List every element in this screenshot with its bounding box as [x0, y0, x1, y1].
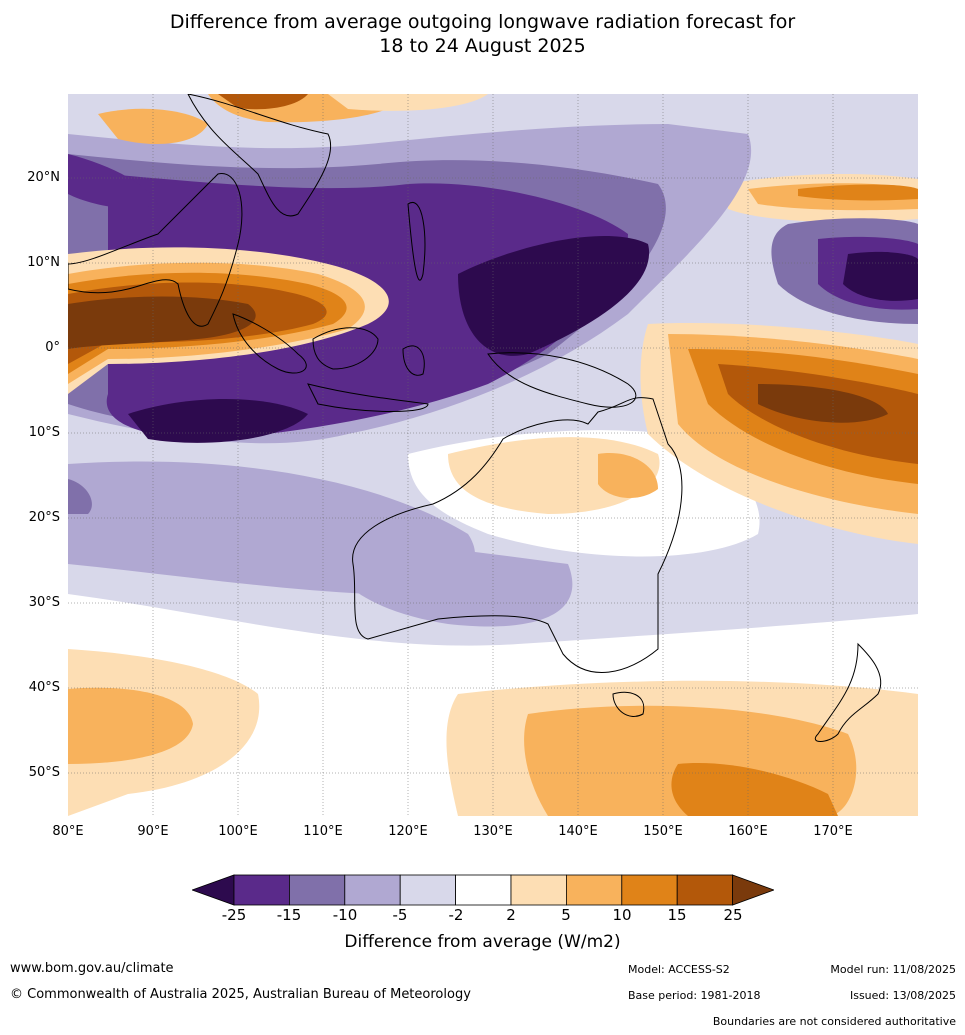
lon-label: 100°E [218, 824, 258, 839]
lat-label: 10°S [28, 425, 60, 440]
colorbar-tick: -15 [276, 906, 302, 924]
base-period-text: Base period: 1981-2018 [628, 989, 761, 1002]
lat-label: 20°N [27, 170, 60, 185]
lat-label: 0° [45, 340, 60, 355]
colorbar-segment [233, 874, 290, 906]
colorbar-segment [344, 874, 401, 906]
colorbar-label: Difference from average (W/m2) [344, 932, 621, 952]
colorbar-tick: -25 [221, 906, 247, 924]
colorbar-left-arrow [192, 874, 235, 906]
colorbar-tick: 15 [667, 906, 687, 924]
colorbar-segment [399, 874, 456, 906]
map-title: Difference from average outgoing longwav… [0, 10, 965, 58]
title-line-2: 18 to 24 August 2025 [379, 35, 586, 57]
disclaimer-text: Boundaries are not considered authoritat… [712, 1015, 956, 1028]
olr-anomaly-map [68, 94, 918, 816]
lat-label: 50°S [28, 765, 60, 780]
lon-label: 140°E [558, 824, 598, 839]
colorbar-tick: 2 [506, 906, 516, 924]
colorbar-segment [676, 874, 734, 906]
model-text: Model: ACCESS-S2 [628, 963, 730, 976]
colorbar-tick: -5 [392, 906, 408, 924]
lon-label: 130°E [473, 824, 513, 839]
colorbar-tick: -10 [332, 906, 358, 924]
colorbar-tick: 10 [612, 906, 632, 924]
colorbar-segment [289, 874, 346, 906]
colorbar-segment [455, 874, 512, 906]
colorbar-tick: 5 [561, 906, 571, 924]
lon-label: 120°E [388, 824, 428, 839]
colorbar-tick: 25 [723, 906, 743, 924]
model-run-text: Model run: 11/08/2025 [830, 963, 956, 976]
lon-label: 160°E [728, 824, 768, 839]
lon-label: 150°E [643, 824, 683, 839]
lon-label: 90°E [137, 824, 169, 839]
lon-label: 80°E [52, 824, 84, 839]
colorbar [192, 874, 774, 906]
issued-text: Issued: 13/08/2025 [849, 989, 956, 1002]
colorbar-segment [565, 874, 623, 906]
title-line-1: Difference from average outgoing longwav… [169, 11, 796, 33]
colorbar-tick: -2 [448, 906, 464, 924]
lon-label: 110°E [303, 824, 343, 839]
colorbar-segment [510, 874, 567, 906]
colorbar-right-arrow [732, 874, 774, 906]
lat-label: 30°S [28, 595, 60, 610]
colorbar-segment [621, 874, 678, 906]
website-link[interactable]: www.bom.gov.au/climate [10, 961, 174, 976]
lat-label: 10°N [27, 255, 60, 270]
lat-label: 20°S [28, 510, 60, 525]
lat-label: 40°S [28, 680, 60, 695]
lon-label: 170°E [813, 824, 853, 839]
copyright-text: © Commonwealth of Australia 2025, Austra… [10, 987, 471, 1002]
